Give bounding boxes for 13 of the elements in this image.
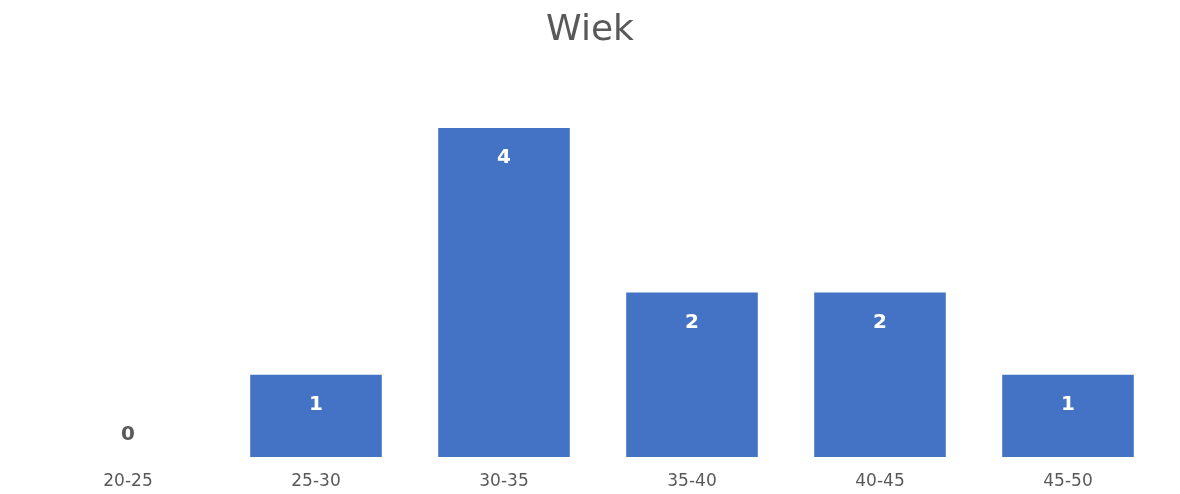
x-tick-label: 25-30	[291, 469, 341, 490]
x-tick-label: 20-25	[103, 469, 153, 490]
x-tick-label: 30-35	[479, 469, 529, 490]
data-label: 4	[497, 144, 511, 168]
data-label: 2	[873, 308, 887, 333]
data-label: 2	[685, 308, 699, 333]
x-tick-label: 45-50	[1043, 469, 1093, 490]
chart-title: Wiek	[546, 6, 635, 48]
data-label: 0	[121, 421, 135, 445]
x-tick-label: 35-40	[667, 469, 717, 490]
data-label: 1	[1061, 390, 1075, 415]
data-label: 1	[309, 390, 323, 415]
x-tick-label: 40-45	[855, 469, 905, 490]
